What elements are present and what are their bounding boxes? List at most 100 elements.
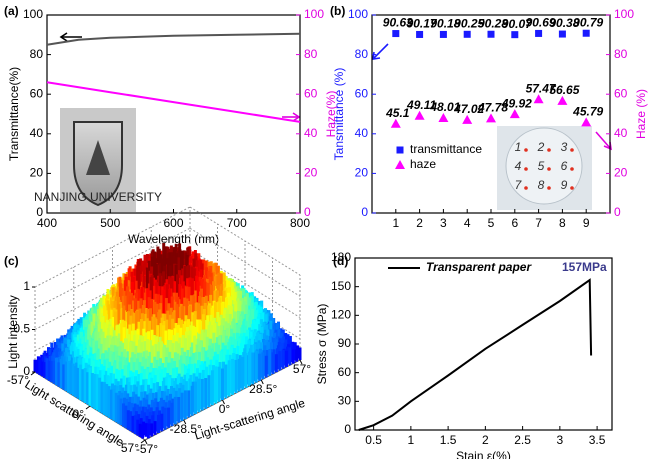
- shield-tree: [86, 140, 110, 175]
- y-tick-label: 0: [36, 205, 43, 219]
- arrow-head: [59, 32, 68, 42]
- legend-marker: [395, 160, 405, 169]
- data-label: 56.65: [549, 83, 579, 97]
- data-label: 90.38: [549, 16, 579, 30]
- x-tick-label: 2: [416, 216, 423, 230]
- plot-frame: [354, 257, 613, 431]
- inset-text: NANJING UNIVERSITY: [34, 190, 162, 204]
- y-tick-label: 120: [331, 308, 351, 322]
- marker-triangle: [438, 112, 449, 122]
- data-label: 90.63: [383, 16, 413, 30]
- y-tick-label: 60: [338, 365, 352, 379]
- data-line: [46, 32, 301, 46]
- marker-triangle: [509, 109, 520, 119]
- data-label: 90.07: [502, 17, 533, 31]
- y-tick-label: 100: [23, 7, 43, 21]
- legend-label: Transparent paper: [426, 260, 532, 274]
- y-tick-label: 28.5°: [249, 382, 277, 396]
- y-tick-label: 0: [361, 205, 368, 219]
- data-label: 49.11: [406, 98, 436, 112]
- inset-label: 1: [515, 140, 522, 154]
- inset-label: 7: [515, 178, 523, 192]
- z-tick-label: 0.5: [13, 322, 30, 336]
- inset-label: 9: [561, 178, 568, 192]
- inset-label: 2: [537, 140, 545, 154]
- y-tick-label: 40: [355, 126, 369, 140]
- data-line: [358, 278, 593, 431]
- y-tick-label: 60: [30, 86, 44, 100]
- wall-grid: [34, 227, 191, 309]
- marker-triangle: [390, 118, 401, 128]
- x-tick-label: 9: [583, 216, 590, 230]
- x-tick-label: 57°: [121, 441, 139, 455]
- y2-tick-label: 0: [614, 205, 621, 219]
- z-tick-label: 1: [23, 279, 30, 293]
- inset-label: 4: [515, 159, 522, 173]
- x-axis-title: Wavelength (nm): [128, 232, 219, 246]
- panel-label: (a): [4, 4, 19, 18]
- data-label: 45.79: [572, 105, 603, 119]
- y-tick-label: 180: [331, 250, 351, 264]
- z-tick-label: 0: [23, 364, 30, 378]
- marker-triangle: [557, 95, 568, 105]
- y-tick-label: 20: [355, 166, 369, 180]
- marker-square: [416, 30, 424, 38]
- data-label: 45.1: [385, 106, 410, 120]
- y2-tick-label: 80: [614, 47, 628, 61]
- inset-label: 8: [538, 178, 545, 192]
- data-label: 90.17: [407, 17, 438, 31]
- y-tick-label: 30: [338, 394, 352, 408]
- marker-square: [392, 30, 400, 38]
- y-tick-label: 0°: [219, 402, 231, 416]
- x-axis-title: Stain ε(%): [456, 449, 511, 459]
- arrows: [59, 32, 612, 151]
- inset-dot: [524, 148, 528, 152]
- marker-triangle: [462, 114, 473, 124]
- inset-label: 5: [538, 159, 545, 173]
- y2-tick-label: 60: [304, 86, 318, 100]
- data-label: 49.92: [501, 96, 532, 110]
- wall-grid: [189, 227, 301, 297]
- marker-square: [487, 30, 495, 38]
- wall-grid: [189, 249, 301, 318]
- data-label: 90.69: [526, 16, 556, 30]
- y-tick-label: 57°: [293, 362, 311, 376]
- y-tick-label: 80: [30, 47, 44, 61]
- x-tick-label: 4: [464, 216, 471, 230]
- y2-tick-label: 40: [304, 126, 318, 140]
- surface: [33, 243, 302, 439]
- y-tick: [222, 399, 225, 405]
- data-label: 90.25: [454, 16, 484, 30]
- marker-square: [439, 30, 447, 38]
- data-label: 90.28: [478, 16, 508, 30]
- inset-dot: [524, 167, 528, 171]
- y2-tick-label: 20: [304, 166, 318, 180]
- arrow: [373, 43, 389, 59]
- y-tick-label: 40: [30, 126, 44, 140]
- x-tick-label: 1.5: [440, 433, 457, 447]
- y-tick-label: 80: [355, 47, 369, 61]
- surface-box: [33, 206, 302, 441]
- annotation: 157MPa: [562, 260, 607, 274]
- y-tick-label: 0: [344, 422, 351, 436]
- inset-dot: [547, 167, 551, 171]
- sample-disc: [505, 127, 583, 205]
- inset-dot: [524, 186, 528, 190]
- x-tick-label: 7: [535, 216, 542, 230]
- y-tick-label: 60: [355, 86, 369, 100]
- x-tick-label: 6: [511, 216, 518, 230]
- inset-dot: [570, 186, 574, 190]
- y-tick-label: 90: [338, 336, 352, 350]
- y-tick: [260, 379, 264, 385]
- x-tick-label: 3: [440, 216, 447, 230]
- inset-dot: [570, 148, 574, 152]
- y-tick: [144, 439, 148, 445]
- x-tick-label: 5: [488, 216, 495, 230]
- x-tick-label: 3.5: [589, 433, 606, 447]
- x-tick-label: 2.5: [514, 433, 531, 447]
- legend-label: transmittance: [410, 142, 482, 156]
- x-tick-label: 1: [408, 433, 415, 447]
- marker-square: [558, 30, 566, 38]
- inset-label: 6: [561, 159, 568, 173]
